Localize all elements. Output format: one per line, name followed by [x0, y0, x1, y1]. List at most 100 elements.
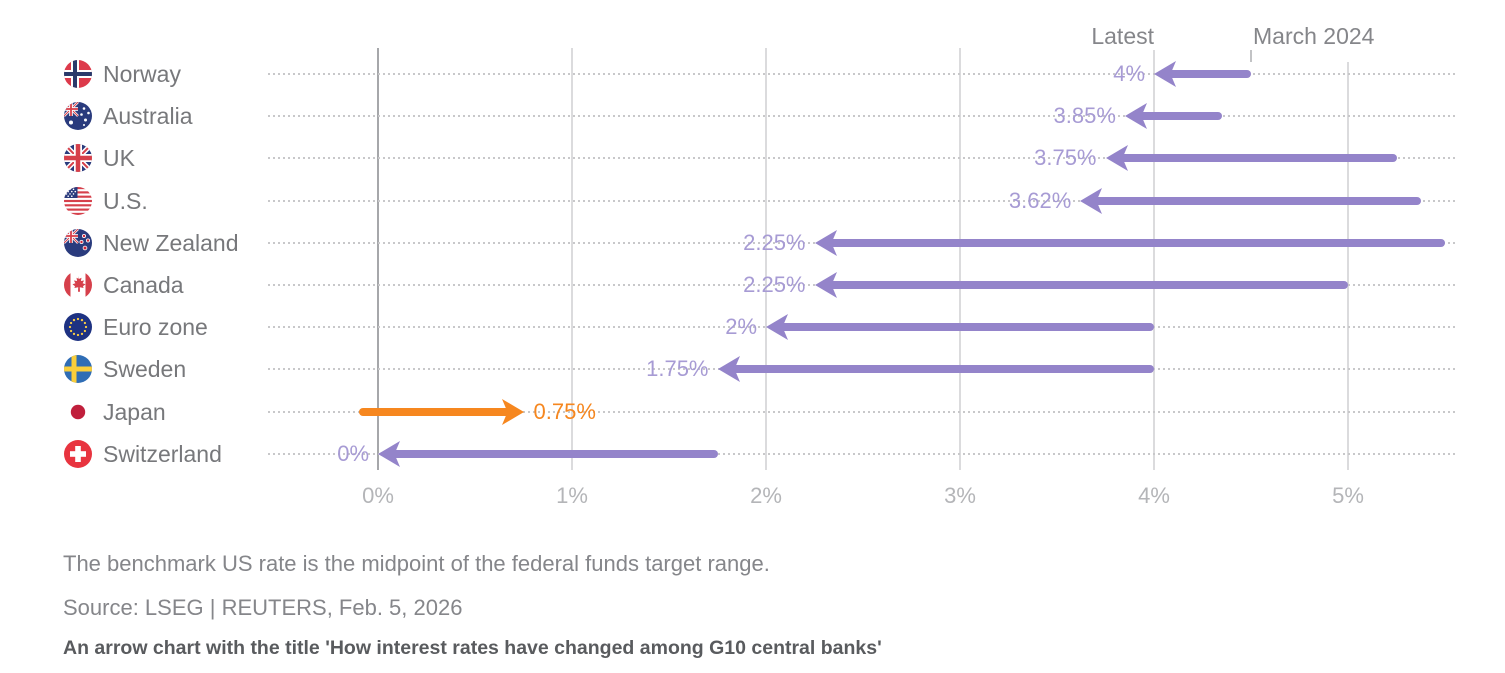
legend-latest-label: Latest — [1091, 23, 1154, 49]
flag-australia-icon — [64, 102, 92, 130]
rate-value-label: 3.62% — [1008, 188, 1072, 213]
chart-row: UK 3.75% — [0, 137, 1505, 179]
flag-sweden-icon — [64, 355, 92, 383]
row-dotted-line — [268, 200, 1458, 202]
rate-value-label: 0.75% — [533, 399, 596, 424]
chart-row: Australia 3.85% — [0, 95, 1505, 137]
country-label: Japan — [103, 399, 166, 425]
row-dotted-line — [268, 157, 1458, 159]
rate-arrow-shaft — [778, 323, 1154, 331]
gridline-0% — [377, 48, 379, 470]
country-label: Switzerland — [103, 441, 222, 467]
chart-row: Sweden 1.75% — [0, 348, 1505, 390]
flag-switzerland-icon — [64, 440, 92, 468]
rate-value-label: 1.75% — [646, 356, 709, 381]
chart-row: Euro zone 2% — [0, 306, 1505, 348]
country-label: Norway — [103, 61, 181, 87]
flag-euro-zone-icon — [64, 313, 92, 341]
flag-canada-icon — [64, 271, 92, 299]
flag-new-zealand-svg — [64, 229, 92, 257]
arrow-head-svg — [378, 441, 400, 467]
flag-us-icon — [64, 187, 92, 215]
x-axis-tick-label: 4% — [1138, 483, 1170, 508]
arrow-head-svg — [1105, 145, 1128, 171]
country-label: Euro zone — [103, 314, 208, 340]
rate-value-label: 3.85% — [1053, 103, 1116, 128]
arrow-head-svg — [814, 272, 837, 298]
rate-arrow-head — [814, 230, 837, 256]
flag-japan-svg — [64, 398, 92, 426]
rate-arrow-head — [378, 441, 400, 467]
chart-row: New Zealand 2.25% — [0, 222, 1505, 264]
legend-march-2024-label: March 2024 — [1253, 23, 1375, 49]
rate-value-label: 2.25% — [743, 272, 806, 297]
gridline-1% — [571, 48, 573, 470]
x-axis-tick-label: 1% — [556, 483, 588, 508]
arrow-head-svg — [766, 314, 788, 340]
chart-row: Switzerland 0% — [0, 433, 1505, 475]
footnote-text: The benchmark US rate is the midpoint of… — [63, 551, 770, 576]
flag-canada-svg — [64, 271, 92, 299]
rate-arrow-head — [1105, 145, 1128, 171]
rate-arrow-head — [1080, 188, 1103, 214]
x-axis-tick-label: 3% — [944, 483, 976, 508]
rate-value-label: 0% — [337, 441, 369, 466]
gridline-5% — [1347, 62, 1349, 470]
march-2024-tick — [1250, 50, 1252, 62]
chart-row: U.S. 3.62% — [0, 180, 1505, 222]
rate-arrow-head — [1154, 61, 1176, 87]
rate-arrow-shaft — [1136, 112, 1222, 120]
arrow-head-svg — [717, 356, 740, 382]
rate-arrow-shaft — [390, 450, 718, 458]
rate-arrow-shaft — [1117, 154, 1397, 162]
country-label: Canada — [103, 272, 184, 298]
flag-switzerland-svg — [64, 440, 92, 468]
flag-norway-icon — [64, 60, 92, 88]
rate-arrow-shaft — [826, 281, 1348, 289]
arrow-head-svg — [1154, 61, 1176, 87]
rate-arrow-shaft — [826, 239, 1445, 247]
flag-uk-icon — [64, 144, 92, 172]
rate-arrow-head — [1124, 103, 1147, 129]
flag-us-svg — [64, 187, 92, 215]
chart-row: Canada 2.25% — [0, 264, 1505, 306]
country-label: U.S. — [103, 188, 148, 214]
flag-sweden-svg — [64, 355, 92, 383]
x-axis-tick-label: 2% — [750, 483, 782, 508]
source-text: Source: LSEG | REUTERS, Feb. 5, 2026 — [63, 595, 463, 620]
country-label: Australia — [103, 103, 193, 129]
country-label: Sweden — [103, 356, 187, 382]
rate-value-label: 3.75% — [1034, 145, 1097, 170]
arrow-head-svg — [1124, 103, 1147, 129]
flag-japan-icon — [64, 398, 92, 426]
gridline-4% — [1153, 50, 1155, 470]
arrow-head-svg — [1080, 188, 1103, 214]
rate-value-label: 4% — [1113, 61, 1145, 86]
country-label: New Zealand — [103, 230, 239, 256]
rate-arrow-head — [717, 356, 740, 382]
flag-euro-zone-svg — [64, 313, 92, 341]
row-dotted-line — [268, 115, 1458, 117]
gridline-2% — [765, 48, 767, 470]
arrow-head-svg — [814, 230, 837, 256]
flag-new-zealand-icon — [64, 229, 92, 257]
rate-arrow-head — [814, 272, 837, 298]
row-dotted-line — [268, 73, 1458, 75]
row-dotted-line — [268, 411, 1458, 413]
rate-arrow-shaft — [1092, 197, 1421, 205]
rate-value-label: 2% — [725, 314, 757, 339]
rate-arrow-shaft — [358, 408, 512, 416]
rate-arrow-head — [501, 399, 524, 425]
rate-arrow-shaft — [729, 365, 1154, 373]
arrow-head-svg — [501, 399, 524, 425]
rate-value-label: 2.25% — [743, 230, 806, 255]
rate-arrow-shaft — [1166, 70, 1251, 78]
flag-norway-svg — [64, 60, 92, 88]
chart-row: Japan 0.75% — [0, 391, 1505, 433]
x-axis-tick-label: 5% — [1332, 483, 1364, 508]
row-dotted-line — [268, 453, 1458, 455]
x-axis-tick-label: 0% — [362, 483, 394, 508]
flag-uk-svg — [64, 144, 92, 172]
